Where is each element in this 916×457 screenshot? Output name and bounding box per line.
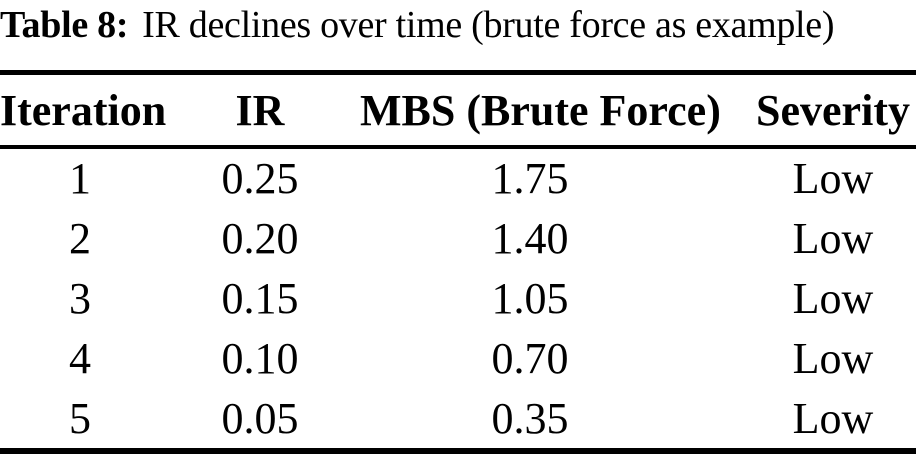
cell-iteration: 4 [69, 333, 91, 383]
cell-iteration: 1 [69, 154, 91, 204]
table-bottom-rule [0, 448, 916, 454]
cell-severity: Low [792, 154, 874, 204]
column-header-mbs-brute-force: MBS (Brute Force) [360, 85, 721, 135]
cell-mbs: 0.35 [491, 393, 569, 443]
cell-ir: 0.15 [221, 273, 299, 323]
table-caption-label: Table 8: [0, 4, 129, 46]
cell-ir: 0.20 [221, 214, 299, 264]
cell-iteration: 3 [69, 273, 91, 323]
cell-severity: Low [792, 393, 874, 443]
column-header-ir: IR [235, 85, 285, 135]
table-row: 5 0.05 0.35 Low [0, 388, 916, 448]
table-caption: Table 8: IR declines over time (brute for… [0, 2, 916, 50]
cell-ir: 0.25 [221, 154, 299, 204]
cell-mbs: 1.40 [491, 214, 569, 264]
table-mid-rule [0, 145, 916, 149]
table-row: 4 0.10 0.70 Low [0, 328, 916, 388]
table-caption-text: IR declines over time (brute force as ex… [142, 4, 835, 46]
cell-severity: Low [792, 214, 874, 264]
cell-ir: 0.10 [221, 333, 299, 383]
cell-iteration: 5 [69, 393, 91, 443]
cell-mbs: 1.75 [491, 154, 569, 204]
column-header-iteration: Iteration [0, 85, 167, 135]
cell-severity: Low [792, 333, 874, 383]
table-top-rule [0, 70, 916, 75]
table-row: 1 0.25 1.75 Low [0, 149, 916, 209]
cell-severity: Low [792, 273, 874, 323]
table-header-row: Iteration IR MBS (Brute Force) Severity [0, 75, 916, 145]
table-row: 3 0.15 1.05 Low [0, 269, 916, 329]
table-body: 1 0.25 1.75 Low 2 0.20 1.40 Low 3 0.15 1… [0, 149, 916, 448]
cell-mbs: 0.70 [491, 333, 569, 383]
cell-mbs: 1.05 [491, 273, 569, 323]
cell-iteration: 2 [69, 214, 91, 264]
cell-ir: 0.05 [221, 393, 299, 443]
table-row: 2 0.20 1.40 Low [0, 209, 916, 269]
column-header-severity: Severity [756, 85, 910, 135]
